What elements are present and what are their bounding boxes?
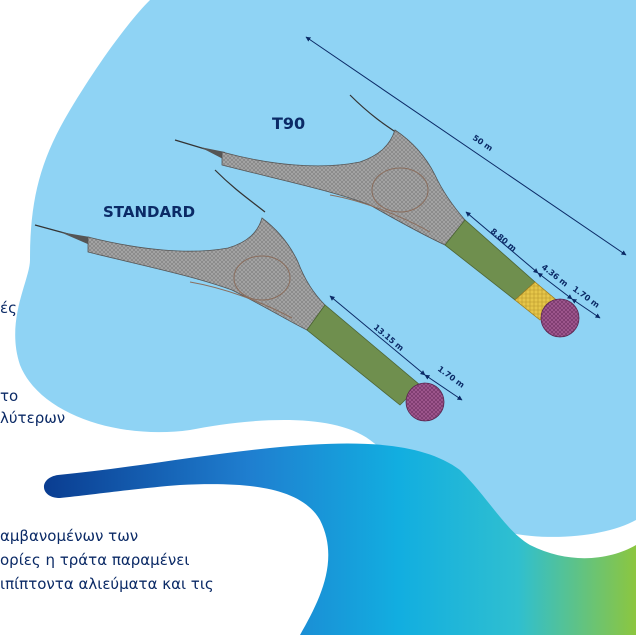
text-fragment-left-1: ές: [0, 299, 17, 317]
t90-label: T90: [272, 114, 305, 133]
gradient-wave-shape: [43, 443, 636, 635]
total-length-line: [305, 36, 627, 256]
text-fragment-left-2: το: [0, 387, 19, 405]
text-fragment-bottom-3: ιπίπτοντα αλιεύματα και τις: [0, 575, 214, 593]
std-codend-line: [424, 374, 463, 401]
t90-codend: [540, 298, 580, 338]
t90-extension-line: [465, 211, 539, 274]
standard-label: STANDARD: [103, 203, 195, 221]
standard-codend: [405, 382, 445, 422]
text-fragment-bottom-1: αμβανομένων των: [0, 527, 139, 545]
standard-net-body: [87, 217, 326, 331]
std-extension-line: [329, 295, 426, 376]
text-fragment-left-3: λύτερων: [0, 409, 66, 427]
text-fragment-bottom-2: ορίες η τράτα παραμένει: [0, 551, 190, 569]
t90-section-line: [537, 272, 573, 300]
t90-codend-line: [571, 298, 601, 319]
